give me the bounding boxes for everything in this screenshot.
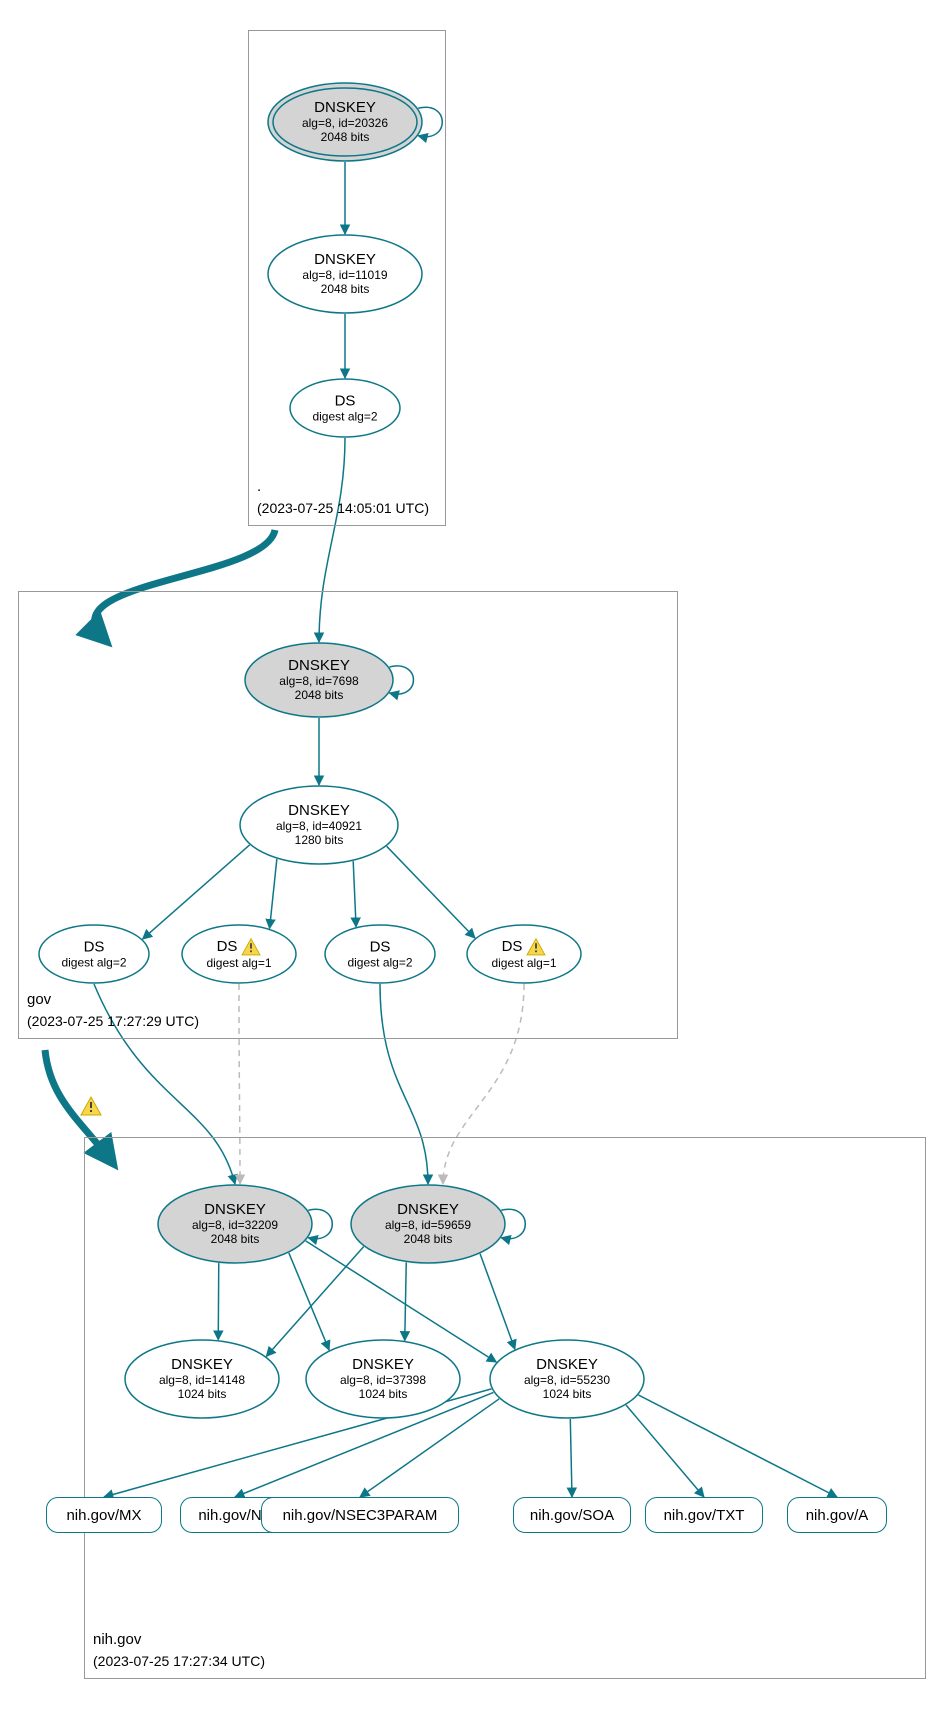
- node-line2: 2048 bits: [267, 131, 423, 145]
- node-nih_dnskey4: DNSKEY alg=8, id=37398 1024 bits: [305, 1339, 461, 1419]
- node-title: DNSKEY: [157, 1201, 313, 1218]
- node-title: DS: [466, 938, 582, 956]
- zone-label-gov: gov: [27, 991, 51, 1008]
- node-nih_dnskey5: DNSKEY alg=8, id=55230 1024 bits: [489, 1339, 645, 1419]
- node-gov_dnskey1: DNSKEY alg=8, id=7698 2048 bits: [244, 642, 394, 718]
- record-r1: nih.gov/MX: [46, 1497, 162, 1533]
- node-line1: alg=8, id=20326: [267, 116, 423, 130]
- zone-time-nih: (2023-07-25 17:27:34 UTC): [93, 1653, 265, 1669]
- node-nih_dnskey1: DNSKEY alg=8, id=32209 2048 bits: [157, 1184, 313, 1264]
- zone-time-root: (2023-07-25 14:05:01 UTC): [257, 500, 429, 516]
- node-title: DNSKEY: [489, 1356, 645, 1373]
- node-line1: digest alg=1: [466, 956, 582, 970]
- record-r6: nih.gov/A: [787, 1497, 887, 1533]
- node-line2: 2048 bits: [244, 689, 394, 703]
- node-root_dnskey1: DNSKEY alg=8, id=20326 2048 bits: [267, 82, 423, 162]
- zone-time-gov: (2023-07-25 17:27:29 UTC): [27, 1013, 199, 1029]
- node-line1: alg=8, id=55230: [489, 1373, 645, 1387]
- node-line1: alg=8, id=11019: [267, 268, 423, 282]
- node-title: DNSKEY: [350, 1201, 506, 1218]
- node-title: DS: [38, 938, 150, 955]
- node-line2: 2048 bits: [157, 1233, 313, 1247]
- node-line1: digest alg=2: [324, 955, 436, 969]
- node-line1: alg=8, id=7698: [244, 674, 394, 688]
- node-title: DS: [324, 938, 436, 955]
- node-title: DNSKEY: [267, 251, 423, 268]
- node-line1: alg=8, id=59659: [350, 1218, 506, 1232]
- node-gov_ds1: DS digest alg=2: [38, 924, 150, 984]
- node-title: DNSKEY: [267, 99, 423, 116]
- node-title: DNSKEY: [124, 1356, 280, 1373]
- node-root_dnskey2: DNSKEY alg=8, id=11019 2048 bits: [267, 234, 423, 314]
- node-gov_ds2: DS digest alg=1: [181, 924, 297, 984]
- zone-label-root: .: [257, 478, 261, 495]
- node-title: DS: [289, 392, 401, 409]
- node-root_ds: DS digest alg=2: [289, 378, 401, 438]
- node-title: DS: [181, 938, 297, 956]
- zone-label-nih: nih.gov: [93, 1631, 141, 1648]
- warning-icon: [241, 938, 261, 956]
- record-r4: nih.gov/SOA: [513, 1497, 631, 1533]
- node-nih_dnskey3: DNSKEY alg=8, id=14148 1024 bits: [124, 1339, 280, 1419]
- node-line2: 2048 bits: [350, 1233, 506, 1247]
- node-line2: 1024 bits: [305, 1388, 461, 1402]
- warning-icon: [80, 1096, 102, 1116]
- node-line1: alg=8, id=32209: [157, 1218, 313, 1232]
- node-line1: alg=8, id=14148: [124, 1373, 280, 1387]
- warning-icon: [526, 938, 546, 956]
- node-line2: 2048 bits: [267, 283, 423, 297]
- record-r5: nih.gov/TXT: [645, 1497, 763, 1533]
- node-gov_ds3: DS digest alg=2: [324, 924, 436, 984]
- node-title: DNSKEY: [239, 802, 399, 819]
- node-line2: 1280 bits: [239, 834, 399, 848]
- node-title: DNSKEY: [305, 1356, 461, 1373]
- node-line2: 1024 bits: [124, 1388, 280, 1402]
- node-line1: digest alg=2: [38, 955, 150, 969]
- node-title: DNSKEY: [244, 657, 394, 674]
- node-line1: alg=8, id=40921: [239, 819, 399, 833]
- record-r3: nih.gov/NSEC3PARAM: [261, 1497, 459, 1533]
- node-gov_dnskey2: DNSKEY alg=8, id=40921 1280 bits: [239, 785, 399, 865]
- node-nih_dnskey2: DNSKEY alg=8, id=59659 2048 bits: [350, 1184, 506, 1264]
- node-line1: digest alg=2: [289, 409, 401, 423]
- node-gov_ds4: DS digest alg=1: [466, 924, 582, 984]
- node-line1: digest alg=1: [181, 956, 297, 970]
- node-line1: alg=8, id=37398: [305, 1373, 461, 1387]
- node-line2: 1024 bits: [489, 1388, 645, 1402]
